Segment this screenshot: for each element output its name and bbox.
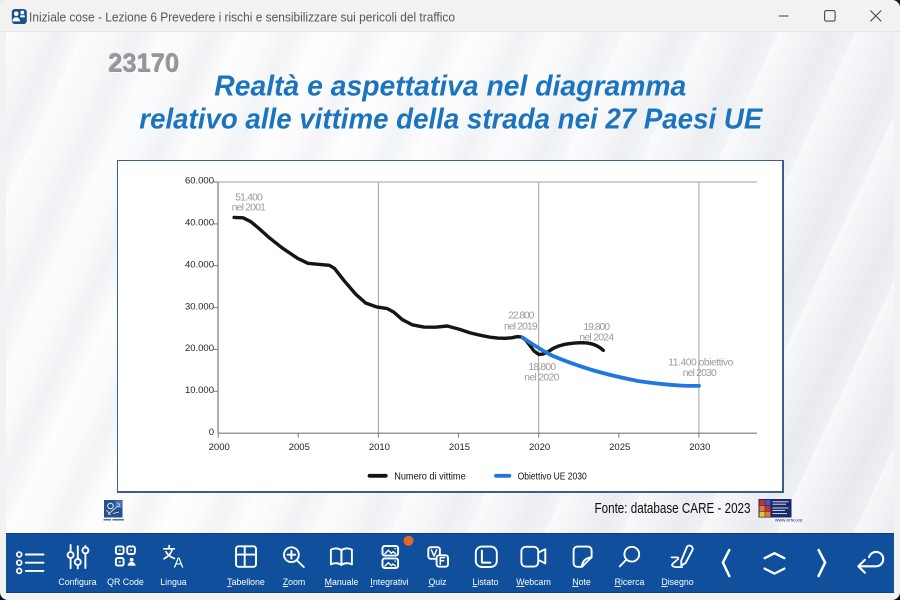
svg-text:20.000: 20.000 [185,343,214,354]
svg-text:QR Code: QR Code [107,577,144,587]
svg-text:0: 0 [209,427,214,438]
svg-text:Realtà e aspettativa nel diagr: Realtà e aspettativa nel diagramma [214,70,686,102]
svg-text:nel 2030: nel 2030 [683,368,717,379]
svg-text:relativo alle vittime della st: relativo alle vittime della strada nei 2… [139,104,763,136]
svg-text:nel 2024: nel 2024 [579,333,614,344]
svg-text:A: A [174,556,184,572]
svg-text:18.800: 18.800 [528,362,556,373]
svg-text:nel 2020: nel 2020 [524,373,559,384]
svg-text:60.000: 60.000 [185,176,214,187]
svg-text:40.000: 40.000 [185,218,214,229]
svg-text:Quiz: Quiz [428,577,446,587]
svg-text:2000: 2000 [209,442,230,453]
svg-text:Obiettivo UE 2030: Obiettivo UE 2030 [518,471,587,482]
svg-text:22.800: 22.800 [508,311,534,322]
svg-text:Zoom: Zoom [283,577,306,587]
svg-text:51.400: 51.400 [235,192,263,203]
svg-text:www.erso.eu: www.erso.eu [775,518,803,524]
svg-text:23170: 23170 [109,50,180,78]
svg-text:Listato: Listato [473,577,499,587]
svg-text:2015: 2015 [449,442,470,453]
svg-text:Iniziale cose - Lezione 6 Prev: Iniziale cose - Lezione 6 Prevedere i ri… [29,9,455,24]
svg-text:nel 2001: nel 2001 [232,203,266,214]
svg-text:Webcam: Webcam [516,577,551,587]
svg-text:Disegno: Disegno [661,577,693,587]
svg-text:Lingua: Lingua [160,577,187,587]
svg-text:40.000: 40.000 [185,259,214,270]
svg-text:Ricerca: Ricerca [615,577,645,587]
svg-text:Configura: Configura [58,577,96,587]
svg-text:11.400 obiettivo: 11.400 obiettivo [668,357,733,368]
svg-text:2010: 2010 [369,442,390,453]
svg-text:19.800: 19.800 [583,322,610,333]
svg-text:Integrativi: Integrativi [370,577,408,587]
svg-text:10.000: 10.000 [185,385,214,396]
svg-text:Tabellone: Tabellone [227,577,265,587]
svg-text:30.000: 30.000 [185,301,214,312]
svg-text:23170: 23170 [110,51,181,79]
svg-text:Note: Note [572,577,591,587]
svg-text:nel 2019: nel 2019 [504,321,538,332]
svg-text:Fonte: database CARE - 2023: Fonte: database CARE - 2023 [595,501,751,517]
svg-text:2030: 2030 [689,442,710,453]
svg-text:2025: 2025 [609,442,630,453]
svg-text:Manuale: Manuale [325,577,359,587]
svg-text:Numero di vittime: Numero di vittime [394,471,466,482]
svg-text:2005: 2005 [289,442,310,453]
svg-text:2020: 2020 [529,442,550,453]
